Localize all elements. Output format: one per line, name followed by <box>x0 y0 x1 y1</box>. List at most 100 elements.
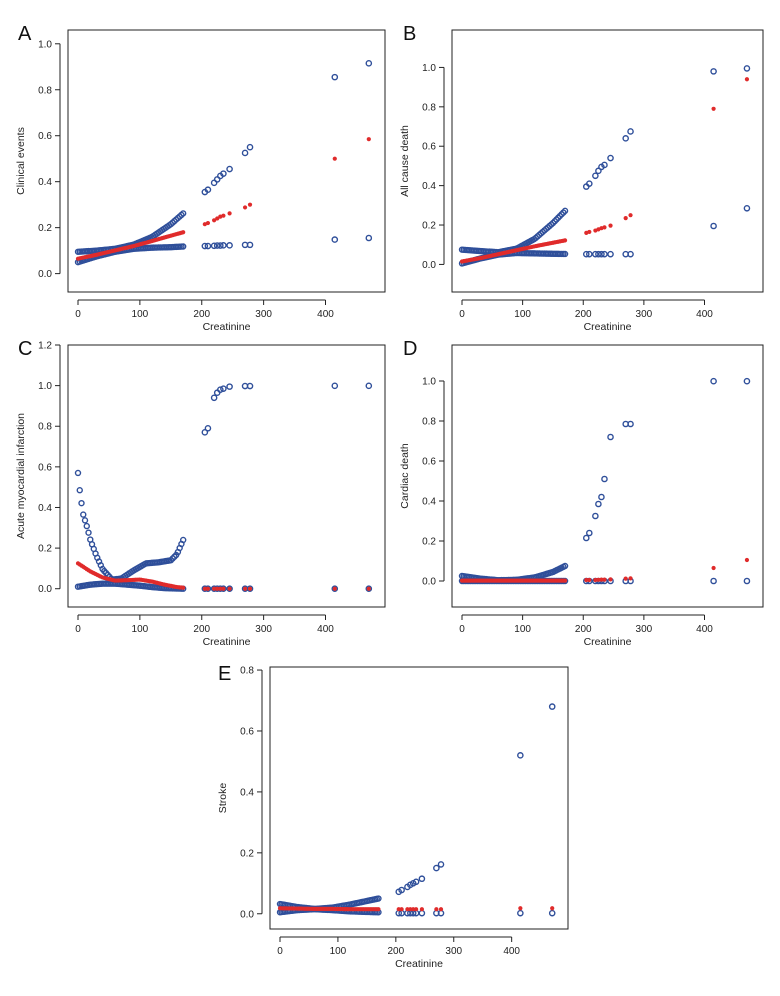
ci-upper-point <box>586 529 593 537</box>
estimate-point <box>419 907 424 912</box>
x-tick-label: 0 <box>75 624 81 635</box>
estimate-point <box>181 585 186 590</box>
estimate-point <box>411 907 416 912</box>
estimate-point <box>550 906 555 911</box>
y-tick-label: 0.4 <box>38 177 52 188</box>
estimate-point <box>205 586 211 591</box>
y-tick-label: 0.8 <box>38 85 52 96</box>
ci-upper-point <box>246 143 254 151</box>
series-upper <box>458 207 569 256</box>
ci-upper-point <box>331 382 339 390</box>
ci-upper-point <box>601 161 608 169</box>
estimate-point <box>602 225 607 230</box>
ci-upper-point <box>201 429 209 436</box>
y-axis-label: Clinical events <box>15 127 27 195</box>
x-axis-label: Creatinine <box>584 636 632 648</box>
ci-upper-point <box>592 172 599 180</box>
ci-upper-point <box>74 469 82 477</box>
ci-upper-point <box>213 389 221 397</box>
ci-upper-point <box>622 135 629 142</box>
ci-upper-point <box>607 154 614 162</box>
ci-upper-point <box>365 382 373 390</box>
ci-upper-point <box>78 499 85 507</box>
estimate-point <box>227 211 232 216</box>
ci-lower-point <box>586 250 593 258</box>
estimate-point <box>628 213 633 218</box>
ci-lower-point <box>220 242 227 249</box>
estimate-point <box>366 586 371 591</box>
points-estimate <box>396 906 555 912</box>
estimate-point <box>376 907 381 912</box>
x-tick-label: 100 <box>330 946 347 957</box>
estimate-point <box>438 907 444 912</box>
ci-upper-point <box>418 875 426 883</box>
estimate-point <box>596 577 601 582</box>
plot-frame <box>67 29 386 293</box>
estimate-point <box>628 576 633 581</box>
estimate-point <box>587 229 592 235</box>
points-estimate <box>584 77 750 236</box>
ci-lower-point <box>179 243 187 250</box>
series-estimate <box>459 578 568 583</box>
y-tick-label: 0.0 <box>38 584 52 595</box>
ci-lower-point <box>582 250 590 258</box>
estimate-point <box>587 577 592 583</box>
ci-upper-point <box>433 864 440 872</box>
ci-upper-point <box>83 522 90 530</box>
estimate-point <box>212 218 217 223</box>
plot-frame <box>269 666 569 930</box>
x-tick-label: 200 <box>193 309 210 320</box>
ci-upper-point <box>517 752 524 759</box>
ci-lower-point <box>331 585 339 593</box>
ci-upper-point <box>743 65 751 72</box>
x-tick-label: 0 <box>75 309 81 320</box>
x-tick-label: 300 <box>255 624 272 635</box>
y-tick-label: 1.0 <box>422 377 436 388</box>
estimate-point <box>744 557 750 563</box>
estimate-point <box>212 586 217 591</box>
series-estimate <box>75 561 186 590</box>
estimate-point <box>221 586 226 591</box>
estimate-point <box>366 137 371 142</box>
estimate-point <box>215 216 220 221</box>
estimate-point <box>215 586 220 591</box>
x-axis-label: Creatinine <box>395 958 443 970</box>
chart-panel-b: B 0.0 0.2 0.4 0.6 0.8 1.0 0 100 200 300 400 Creatini… <box>399 23 764 333</box>
plot-frame <box>67 344 386 608</box>
y-tick-label: 0.8 <box>422 417 436 428</box>
series-estimate <box>75 230 186 261</box>
ci-lower-point <box>331 236 339 243</box>
estimate-point <box>242 586 248 591</box>
x-axis-label: Creatinine <box>203 321 251 333</box>
y-tick-label: 1.0 <box>422 63 436 74</box>
y-tick-label: 1.0 <box>38 381 52 392</box>
ci-lower-point <box>627 250 634 258</box>
estimate-point <box>562 578 568 583</box>
y-tick-label: 0.0 <box>422 577 436 588</box>
y-tick-label: 0.8 <box>240 666 254 677</box>
panel-letter: B <box>403 23 416 45</box>
chart-panel-e: E 0.0 0.2 0.4 0.6 0.8 0 100 200 300 400 Creatinine S… <box>217 663 569 970</box>
ci-upper-point <box>412 878 420 886</box>
ci-upper-point <box>743 377 751 385</box>
ci-upper-point <box>217 386 224 393</box>
ci-upper-point <box>80 511 87 518</box>
ci-upper-point <box>601 475 608 483</box>
panel-letter: A <box>18 23 32 45</box>
panel-letter: C <box>18 338 32 360</box>
ci-lower-point <box>710 577 717 585</box>
estimate-point <box>623 576 628 581</box>
x-tick-label: 100 <box>514 309 531 320</box>
series-estimate <box>277 906 381 912</box>
estimate-point <box>205 220 211 226</box>
panel-letter: D <box>403 338 417 360</box>
ci-lower-point <box>210 242 218 250</box>
ci-lower-point <box>601 250 608 258</box>
y-tick-label: 0.2 <box>422 221 436 232</box>
x-tick-label: 0 <box>459 624 465 635</box>
y-tick-label: 0.4 <box>240 787 254 798</box>
chart-panel-a: A 0.0 0.2 0.4 0.6 0.8 1.0 0 100 200 300 400 Creatini… <box>15 23 386 333</box>
ci-upper-point <box>627 128 634 135</box>
y-tick-label: 0.4 <box>422 497 436 508</box>
y-tick-label: 1.0 <box>38 39 52 50</box>
